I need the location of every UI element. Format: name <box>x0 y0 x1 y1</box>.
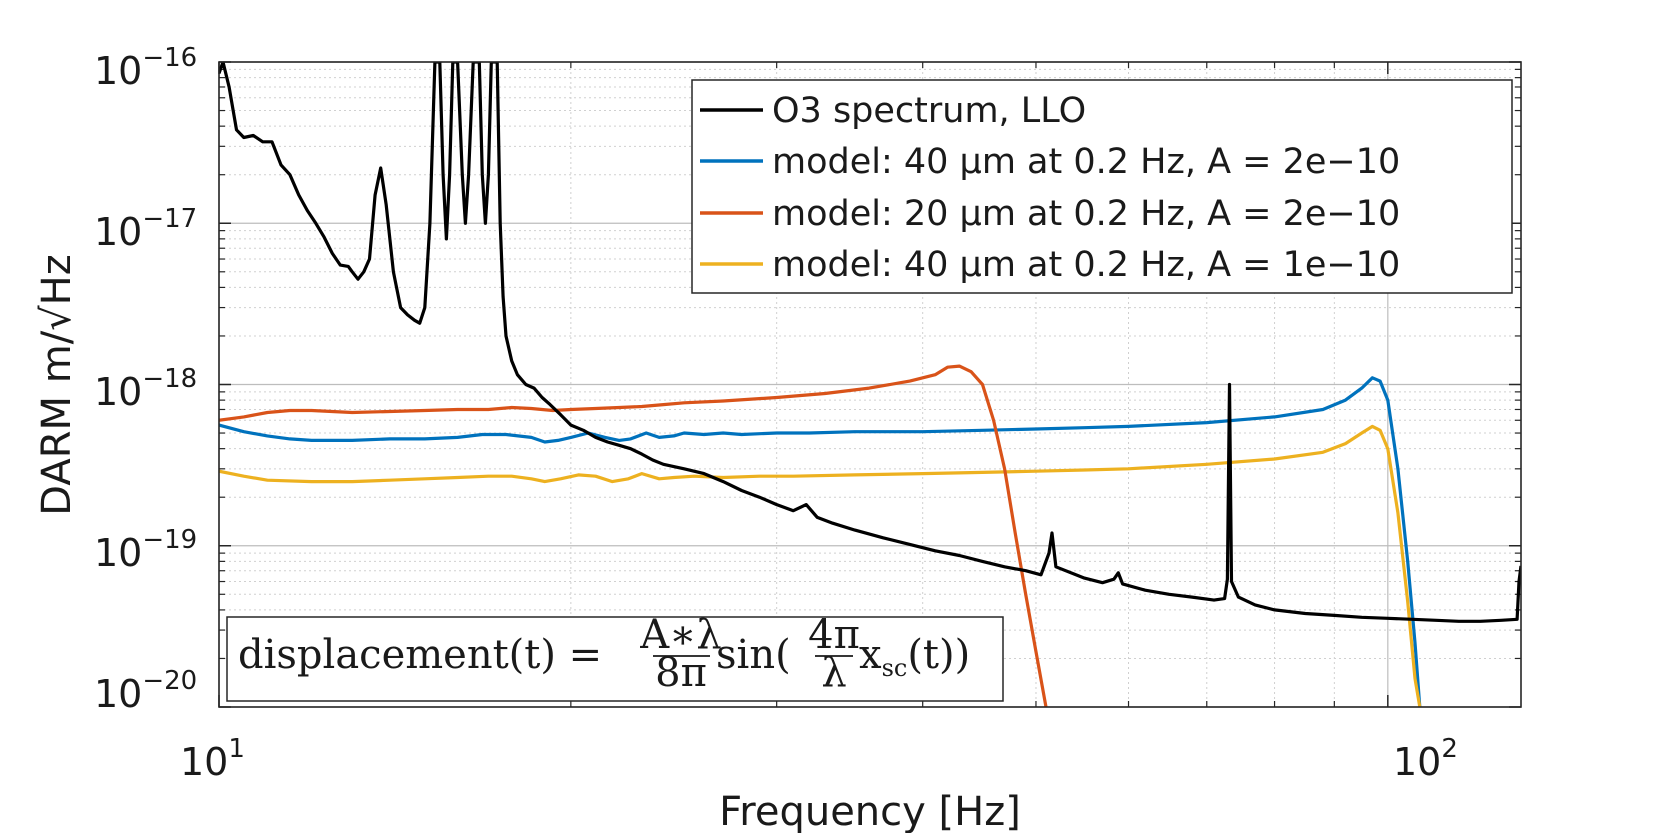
y-tick-label-1e-17: 10−17 <box>94 204 197 254</box>
legend-label-model-20um-2e10: model: 20 μm at 0.2 Hz, A = 2e−10 <box>772 194 1400 234</box>
formula-box <box>226 616 1004 702</box>
legend-label-o3-spectrum: O3 spectrum, LLO <box>772 91 1086 131</box>
series-o3-spectrum-llo <box>219 62 1521 623</box>
y-axis-title: DARM m/√Hz <box>34 254 80 515</box>
formula-frac2-numerator: 4π <box>808 612 860 658</box>
series-model-20um-A2e-10 <box>219 364 1048 707</box>
legend: O3 spectrum, LLO model: 40 μm at 0.2 Hz,… <box>691 79 1513 294</box>
y-tick-labels: 10−16 10−17 10−18 10−19 10−20 <box>94 43 197 716</box>
x-axis-title: Frequency [Hz] <box>719 789 1021 833</box>
legend-item-model-40um-1e10: model: 40 μm at 0.2 Hz, A = 1e−10 <box>700 245 1400 285</box>
plot-frame <box>218 61 1522 708</box>
legend-box <box>691 79 1513 294</box>
series-model-40um-A2e-10 <box>219 376 1422 707</box>
formula-frac1-denominator: 8π <box>655 650 707 696</box>
x-tick-label-10: 101 <box>180 734 245 784</box>
y-tick-label-1e-20: 10−20 <box>94 666 197 716</box>
formula-function: sin( <box>716 632 791 678</box>
formula-frac2-denominator: λ <box>821 650 846 696</box>
y-tick-label-1e-18: 10−18 <box>94 364 197 414</box>
legend-label-model-40um-2e10: model: 40 μm at 0.2 Hz, A = 2e−10 <box>772 142 1400 182</box>
formula-argument: xsc(t)) <box>859 632 970 682</box>
y-tick-label-1e-16: 10−16 <box>94 43 197 93</box>
legend-item-model-40um-2e10: model: 40 μm at 0.2 Hz, A = 2e−10 <box>700 142 1400 182</box>
legend-item-o3-spectrum: O3 spectrum, LLO <box>700 91 1086 131</box>
y-tick-label-1e-19: 10−19 <box>94 525 197 575</box>
formula-lhs: displacement(t) = <box>238 632 602 678</box>
x-tick-labels: 101 102 <box>180 734 1458 784</box>
series-layer <box>219 62 1521 707</box>
formula-frac1-numerator: A∗λ <box>639 612 721 658</box>
legend-item-model-20um-2e10: model: 20 μm at 0.2 Hz, A = 2e−10 <box>700 194 1400 234</box>
legend-label-model-40um-1e10: model: 40 μm at 0.2 Hz, A = 1e−10 <box>772 245 1400 285</box>
x-tick-label-100: 102 <box>1393 734 1458 784</box>
formula-annotation: displacement(t) = A∗λ 8π sin( 4π λ xsc(t… <box>226 612 1004 702</box>
